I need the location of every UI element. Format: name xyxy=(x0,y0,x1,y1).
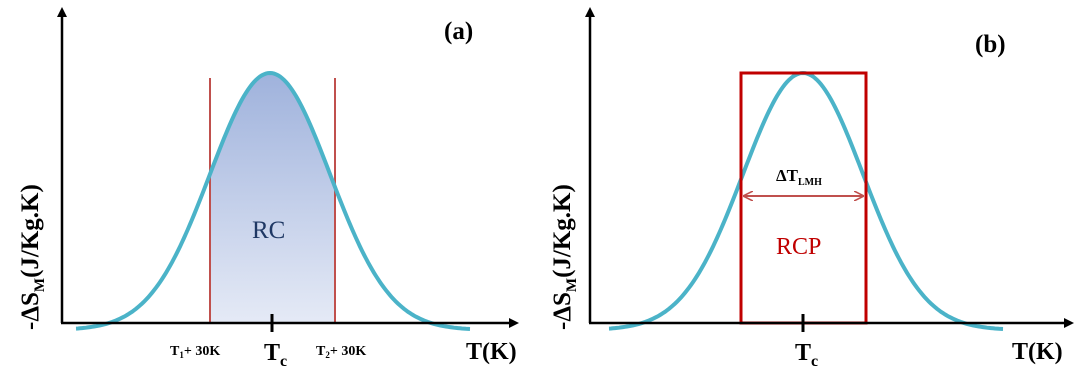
panel-label: (a) xyxy=(444,18,473,45)
rcp-rectangle xyxy=(739,71,868,325)
rc-shaded-area xyxy=(210,73,335,323)
magnetic-entropy-curve xyxy=(608,70,1004,331)
y-axis-label: -ΔSM(J/Kg.K) xyxy=(549,184,580,330)
magnetic-entropy-curve xyxy=(75,70,471,331)
x-axis-label: T(K) xyxy=(1012,339,1063,365)
t1-tick-label: T1+ 30K xyxy=(170,344,220,360)
panel-a: -ΔSM(J/Kg.K) T(K) (a) RC T1+ 30K Tc T2+ … xyxy=(17,7,519,370)
panel-b: -ΔSM(J/Kg.K) T(K) (b) ΔTLMH RCP Tc xyxy=(549,7,1074,370)
fwhm-label: ΔTLMH xyxy=(776,166,822,188)
rc-label: RC xyxy=(252,217,285,244)
rcp-label: RCP xyxy=(776,234,821,260)
panel-label: (b) xyxy=(975,31,1006,58)
t2-tick-label: T2+ 30K xyxy=(316,344,366,360)
tc-tick-label: Tc xyxy=(795,340,818,370)
x-axis-label: T(K) xyxy=(466,339,517,365)
y-axis-label: -ΔSM(J/Kg.K) xyxy=(17,184,48,330)
tc-tick-label: Tc xyxy=(264,340,287,370)
